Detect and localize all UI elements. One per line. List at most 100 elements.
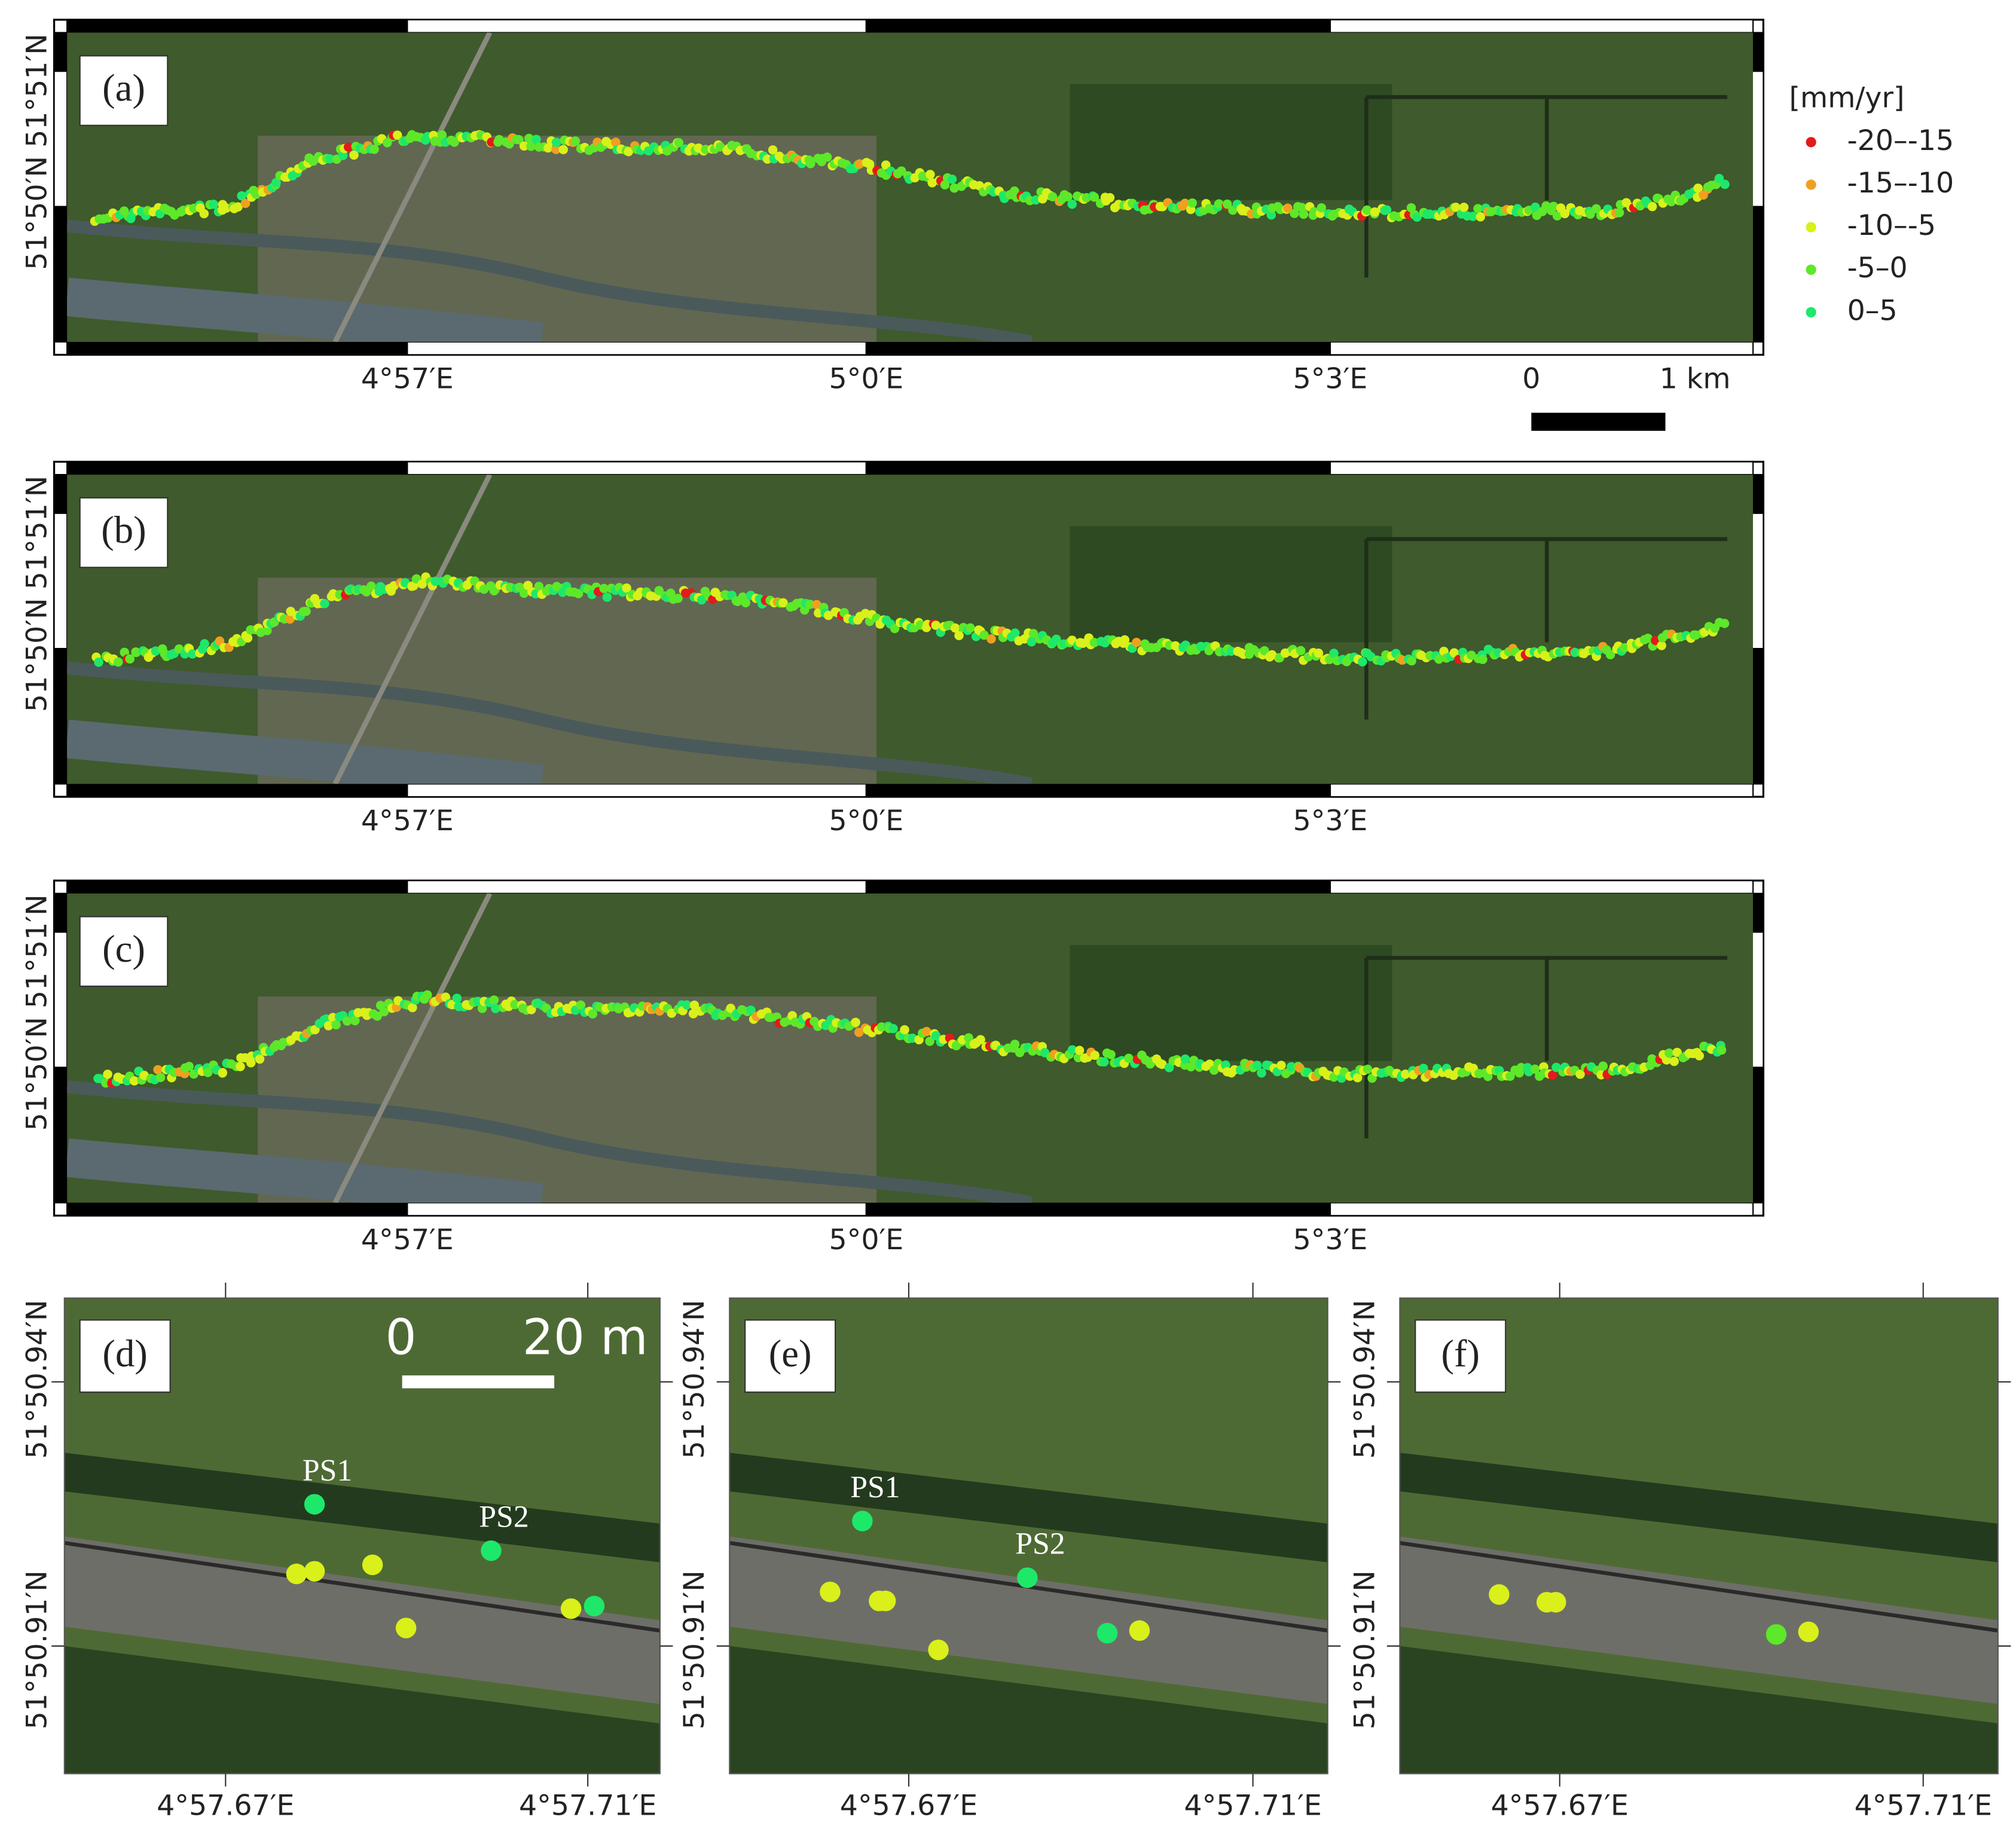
- border-segment: [53, 206, 68, 343]
- ps-point: [708, 595, 717, 604]
- legend-swatch: [1806, 264, 1816, 275]
- ps-point: [931, 620, 941, 630]
- ps-point: [1647, 201, 1657, 212]
- map: [64, 1298, 660, 1774]
- ps-point: [491, 1004, 500, 1014]
- ps-point: [1714, 173, 1724, 183]
- border-segment: [865, 19, 1331, 33]
- ps-point: [1362, 205, 1372, 215]
- border-segment: [66, 19, 408, 33]
- ps-point: [510, 1000, 520, 1010]
- ps-point: [1067, 199, 1077, 209]
- ps-point: [1476, 212, 1486, 222]
- map-frame: [729, 1297, 1328, 1775]
- legend-swatch: [1806, 137, 1816, 148]
- ps-point: [1010, 628, 1020, 638]
- scale-start: 0: [385, 1309, 416, 1366]
- ps-point: [349, 150, 359, 160]
- ps-point: [1067, 1045, 1077, 1055]
- ps-point: [1473, 204, 1483, 213]
- border-segment: [53, 473, 68, 514]
- panel-label: (a): [102, 66, 145, 110]
- ps-point: [762, 154, 772, 164]
- ps-point: [812, 600, 821, 610]
- ps-point: [524, 133, 534, 143]
- ps-point: [947, 175, 957, 184]
- ps-point: [1401, 1069, 1410, 1079]
- ps-point: [1586, 209, 1595, 219]
- ps-point: [1548, 1070, 1557, 1080]
- ps-point: [481, 1540, 502, 1561]
- ps-point: [1720, 179, 1730, 189]
- ps-point: [203, 1068, 213, 1078]
- border-segment: [407, 341, 867, 356]
- scale-end: 20 m: [523, 1309, 648, 1366]
- ps-point: [1370, 207, 1380, 217]
- ps-point: [1406, 203, 1416, 213]
- ps-point: [1099, 1057, 1109, 1067]
- ps-point: [1449, 648, 1459, 658]
- ps-point: [271, 178, 281, 188]
- border-segment: [1329, 1202, 1754, 1216]
- ps-point: [875, 1591, 896, 1611]
- border-segment: [66, 880, 408, 894]
- ps-point: [1478, 654, 1487, 664]
- tree-row: [729, 1646, 1328, 1774]
- border-segment: [53, 71, 68, 207]
- ps-point: [551, 145, 561, 154]
- ps-point: [1089, 192, 1099, 202]
- ps-point: [1106, 1050, 1116, 1060]
- border-segment: [1329, 341, 1754, 356]
- ps-point: [1090, 1050, 1099, 1060]
- ps-point: [1620, 643, 1630, 653]
- ps-point: [1017, 1567, 1038, 1588]
- ps-point: [1614, 207, 1624, 218]
- ps-point: [805, 600, 815, 609]
- y-tick-label: 51°50.94′N: [1348, 1300, 1381, 1459]
- field-area: [1070, 84, 1392, 200]
- ps-point: [1252, 1060, 1262, 1071]
- ps-point: [852, 1510, 873, 1531]
- ps-point: [519, 588, 529, 598]
- railway: [1400, 1536, 1998, 1704]
- x-tick-label: 4°57.71′E: [519, 1789, 656, 1822]
- ps-point: [820, 1582, 841, 1602]
- ps-point: [1598, 1061, 1608, 1071]
- x-tick-label: 5°0′E: [829, 1224, 903, 1256]
- y-tick-label: 51°51′N: [21, 894, 54, 1008]
- ps-point: [323, 1021, 334, 1030]
- ps-point: [1276, 1060, 1286, 1071]
- river: [67, 277, 544, 342]
- ps-point: [366, 581, 376, 591]
- ps-point: [1575, 1069, 1585, 1079]
- border-segment: [53, 1066, 68, 1204]
- legend-label: -10–-5: [1847, 209, 1936, 242]
- ps-point: [1187, 198, 1198, 208]
- ps-point: [1468, 212, 1478, 221]
- ps-point: [1096, 1623, 1118, 1644]
- ps-point: [1132, 638, 1141, 647]
- ps-point: [423, 990, 432, 1000]
- ps-point: [320, 599, 329, 608]
- ps-point: [1651, 635, 1660, 646]
- ps-point: [726, 1004, 735, 1013]
- ps-point: [949, 183, 959, 193]
- ps-point: [304, 1494, 325, 1515]
- ps-point: [1545, 1592, 1566, 1613]
- legend-label: -5–0: [1847, 252, 1908, 285]
- field-lines: [1364, 95, 1728, 278]
- river: [67, 661, 1033, 784]
- panel-label-box: [79, 55, 169, 126]
- ps-point: [304, 1561, 325, 1582]
- ps-point: [1672, 1047, 1682, 1057]
- legend-swatch: [1806, 307, 1816, 318]
- border-segment: [53, 32, 68, 72]
- legend-swatch: [1806, 179, 1816, 190]
- ps-point: [1407, 656, 1416, 666]
- x-tick-label: 4°57.71′E: [1184, 1789, 1321, 1822]
- ps-point: [1314, 648, 1324, 658]
- ps-point: [622, 583, 631, 593]
- ps-point: [697, 595, 707, 605]
- ps-point: [534, 582, 544, 591]
- ps-point: [1124, 1053, 1134, 1063]
